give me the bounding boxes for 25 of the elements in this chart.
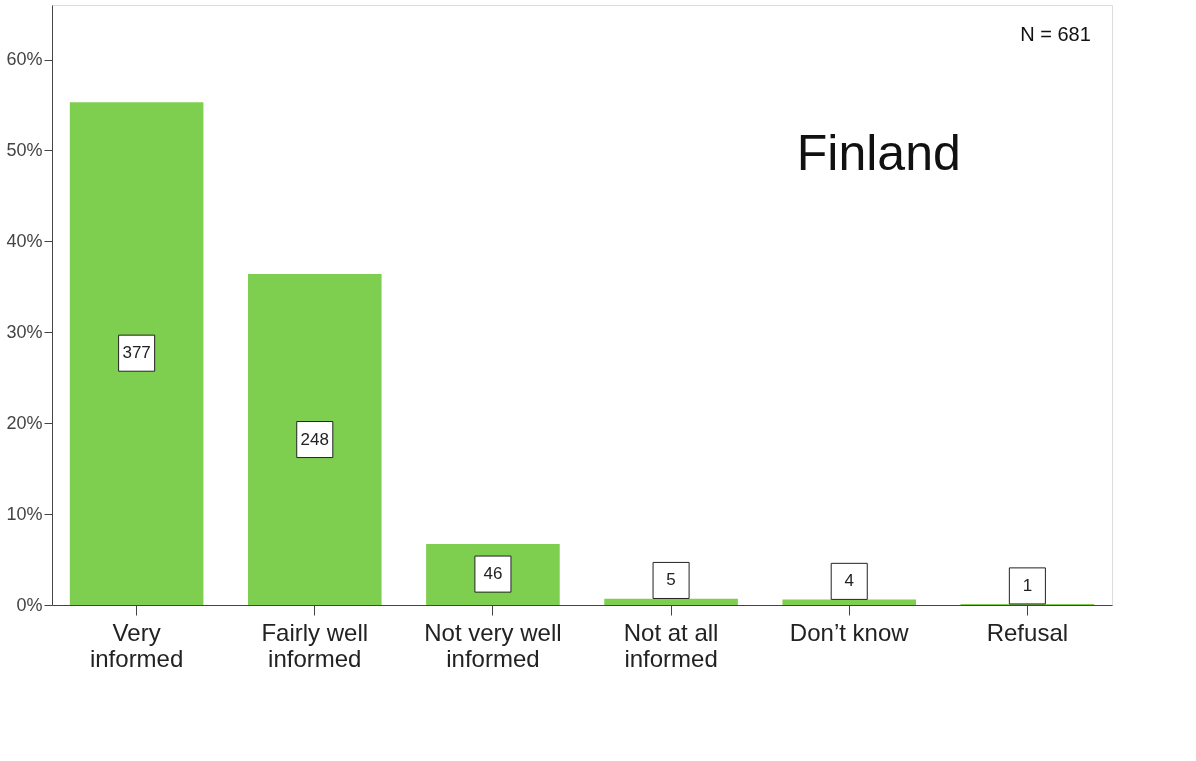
y-tick-label: 60% (6, 49, 43, 70)
y-tick-label: 30% (6, 321, 43, 342)
x-tick-label: Refusal (986, 618, 1069, 646)
annotation: 248 (300, 429, 329, 449)
annotation: 46 (483, 564, 503, 584)
x-tick-label: Not at all informed (623, 618, 719, 672)
bar (69, 102, 204, 605)
y-tick-label: 10% (6, 503, 43, 524)
y-tick-label: 20% (6, 412, 43, 433)
annotation: 5 (666, 570, 676, 590)
x-tick-label: Very informed (89, 618, 184, 672)
annotation: Finland (796, 125, 961, 181)
y-tick-label: 0% (16, 594, 43, 615)
bar (247, 274, 382, 605)
annotation: 377 (122, 343, 151, 363)
bar (782, 599, 917, 605)
bar (604, 598, 738, 605)
annotation: 4 (844, 571, 854, 591)
y-tick-label: 40% (6, 230, 43, 251)
x-tick-label: Not very well informed (424, 618, 562, 672)
annotation: N = 681 (1020, 23, 1091, 45)
x-tick-label: Fairly well informed (261, 618, 369, 672)
x-tick-label: Don’t know (789, 618, 910, 646)
y-tick-label: 50% (6, 139, 43, 160)
annotation: 1 (1022, 575, 1033, 595)
